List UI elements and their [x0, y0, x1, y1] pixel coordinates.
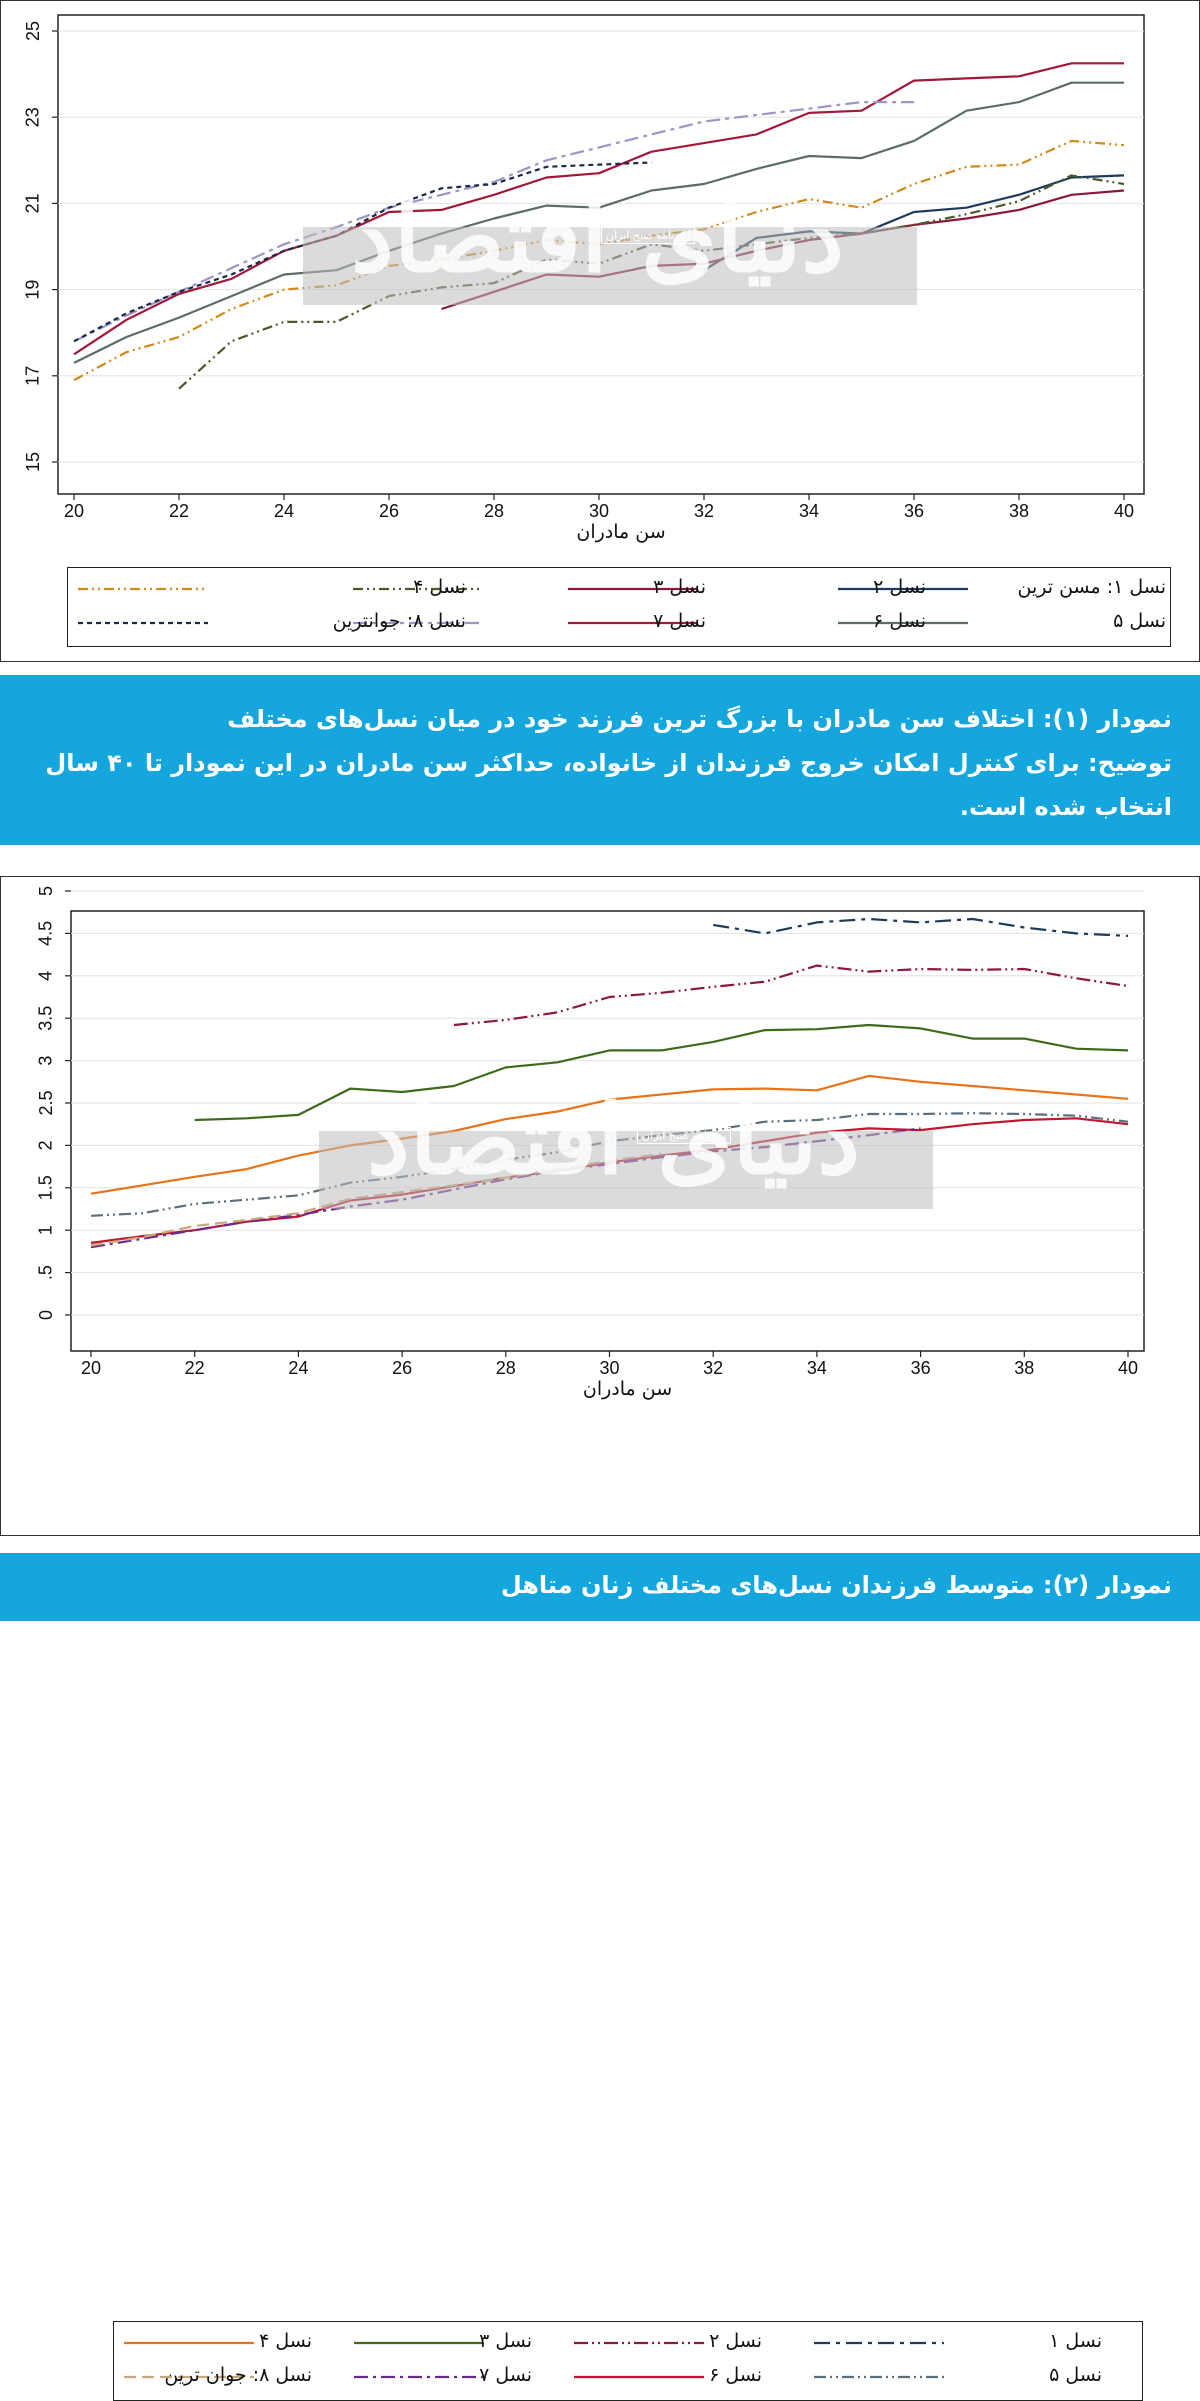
y-tick-label: 3.5: [36, 1006, 56, 1031]
legend-swatch: [78, 587, 208, 591]
x-tick-label: 34: [799, 501, 819, 521]
series-line-6: [73, 62, 1124, 356]
legend-label: نسل ۲: [873, 576, 926, 598]
x-tick-label: 32: [694, 501, 714, 521]
chart-2-legend: نسل ۱ نسل ۲ نسل ۳ نسل ۴ نسل ۵ نسل ۶ نسل ۷ نسل ۸…: [113, 2321, 1143, 2401]
watermark-box-2: [319, 1131, 933, 1209]
chart-2-caption: نمودار (۲): متوسط فرزندان نسل‌های مختلف …: [0, 1553, 1200, 1621]
chart-1-caption-title: نمودار (۱): اختلاف سن مادران با بزرگ تری…: [227, 705, 1172, 733]
legend-item-5: نسل ۵: [68, 610, 1170, 640]
legend-label: نسل ۵: [1113, 610, 1166, 632]
series-line-8: [73, 161, 652, 343]
legend-swatch: [838, 621, 968, 625]
x-tick-label: 26: [379, 501, 399, 521]
y-tick-label: 17: [23, 366, 43, 386]
x-tick-label: 38: [1009, 501, 1029, 521]
x-tick-label: 24: [288, 1358, 308, 1378]
legend-swatch: [78, 621, 208, 625]
y-tick-label: 1: [36, 1225, 56, 1235]
x-tick-label: 28: [484, 501, 504, 521]
y-tick-label: 4: [36, 971, 56, 981]
series-line-2: [453, 964, 1129, 1027]
watermark-tagline-1: روزنامه صبح ایران: [601, 227, 696, 244]
x-tick-label: 30: [599, 1358, 619, 1378]
legend-item-1: نسل ۱: مسن ترین: [68, 576, 1170, 606]
legend-item-7: نسل ۷: [68, 610, 1170, 640]
x-tick-label: 24: [274, 501, 294, 521]
x-axis-label: سن مادران: [576, 521, 665, 543]
series-line-1: [713, 917, 1129, 937]
series-line-7: [73, 100, 914, 343]
legend-item-6: نسل ۶: [68, 610, 1170, 640]
x-tick-label: 34: [807, 1358, 827, 1378]
y-tick-label: .5: [36, 1265, 56, 1280]
legend-item-3: نسل ۳: [68, 576, 1170, 606]
x-tick-label: 40: [1114, 501, 1134, 521]
legend-swatch: [568, 621, 698, 625]
x-tick-label: 20: [64, 501, 84, 521]
legend-label: نسل ۶: [873, 610, 926, 632]
y-tick-label: 15: [23, 452, 43, 472]
legend-item-2: نسل ۲: [68, 576, 1170, 606]
x-tick-label: 20: [81, 1358, 101, 1378]
y-tick-label: 1.5: [36, 1175, 56, 1200]
series-line-4: [90, 1074, 1129, 1195]
legend-item-4: نسل ۴: [114, 2330, 1142, 2360]
y-tick-label: 5: [36, 886, 56, 896]
y-tick-label: 2: [36, 1140, 56, 1150]
series-line-3: [194, 1023, 1129, 1122]
chart-1-caption-note-2: انتخاب شده است.: [959, 793, 1172, 821]
chart-panel-1: 15 17 19 21 23 25 20 22 24 26 28 30 32 34 36 38 40 سن ماد…: [0, 0, 1200, 662]
chart-panel-2: 0 .5 1 1.5 2 2.5 3 3.5 4 4.5 5 20 22 24 26 28 30 32 34 36 38…: [0, 876, 1200, 2401]
x-tick-label: 22: [185, 1358, 205, 1378]
watermark-logo-2: دنیای اقتصاد: [367, 1083, 861, 1196]
x-tick-label: 40: [1118, 1358, 1138, 1378]
series-line-7: [90, 1127, 921, 1249]
legend-swatch: [353, 587, 483, 591]
legend-label: نسل ۳: [653, 576, 706, 598]
x-tick-label: 38: [1014, 1358, 1034, 1378]
legend-item-4: نسل ۴: [68, 576, 1170, 606]
y-tick-label: 21: [23, 193, 43, 213]
watermark-logo-1: دنیای اقتصاد: [351, 181, 845, 294]
chart-1-caption: نمودار (۱): اختلاف سن مادران با بزرگ تری…: [0, 675, 1200, 845]
legend-label: نسل ۴: [413, 576, 466, 598]
legend-swatch: [838, 587, 968, 591]
legend-item-8: نسل ۸: جوان ترین: [114, 2364, 1142, 2394]
legend-label: نسل ۸: جوان ترین: [164, 2364, 312, 2386]
legend-label: نسل ۷: [653, 610, 706, 632]
y-tick-label: 3: [36, 1056, 56, 1066]
x-tick-label: 36: [911, 1358, 931, 1378]
y-tick-label: 2.5: [36, 1090, 56, 1115]
legend-label: نسل ۴: [259, 2330, 312, 2352]
y-tick-label: 4.5: [36, 921, 56, 946]
legend-label: نسل ۸: جوانترین: [332, 610, 466, 632]
y-tick-label: 23: [23, 107, 43, 127]
legend-label: نسل ۱: مسن ترین: [1017, 576, 1166, 598]
series-line-5: [90, 1112, 1129, 1217]
x-tick-label: 26: [392, 1358, 412, 1378]
chart-1-legend: نسل ۱: مسن ترین نسل ۲ نسل ۳ نسل ۴ نسل ۵ نسل ۶…: [67, 567, 1171, 647]
chart-1-caption-note-1: توضیح: برای کنترل امکان خروج فرزندان از …: [45, 749, 1172, 777]
series-line-5: [73, 81, 1124, 364]
y-tick-label: 25: [23, 21, 43, 41]
x-tick-label: 30: [589, 501, 609, 521]
x-tick-label: 22: [169, 501, 189, 521]
watermark-tagline-2: روزنامه صبح ایران: [637, 1127, 732, 1144]
x-tick-label: 36: [904, 501, 924, 521]
legend-swatch: [353, 621, 483, 625]
legend-swatch: [124, 2341, 254, 2345]
x-tick-label: 28: [496, 1358, 516, 1378]
y-tick-label: 19: [23, 280, 43, 300]
y-tick-label: 0: [36, 1310, 56, 1320]
x-tick-label: 32: [703, 1358, 723, 1378]
watermark-box-1: [303, 227, 917, 305]
chart-2-caption-title: نمودار (۲): متوسط فرزندان نسل‌های مختلف …: [500, 1571, 1172, 1599]
x-axis-label: سن مادران: [583, 1378, 672, 1400]
legend-item-8: نسل ۸: جوانترین: [68, 610, 1170, 640]
legend-swatch: [568, 587, 698, 591]
